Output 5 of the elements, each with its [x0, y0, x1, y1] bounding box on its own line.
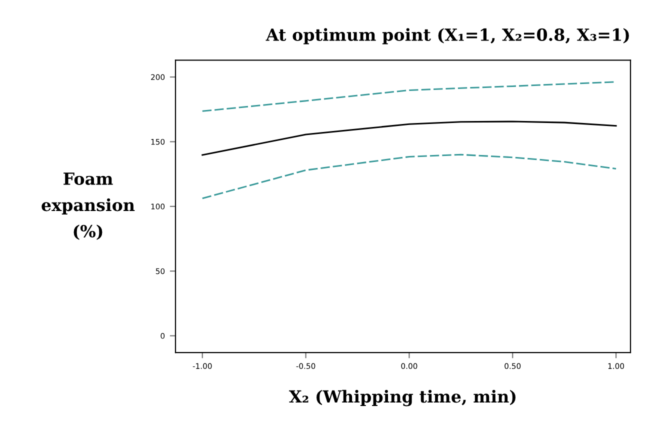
line-series: [202, 154, 617, 200]
y-axis-title: Foam expansion (%): [42, 172, 135, 240]
x-axis-title: X₂ (Whipping time, min): [289, 390, 516, 406]
line-series: [202, 120, 617, 156]
chart-title: At optimum point (X₁=1, X₂=0.8, X₃=1): [266, 28, 629, 44]
